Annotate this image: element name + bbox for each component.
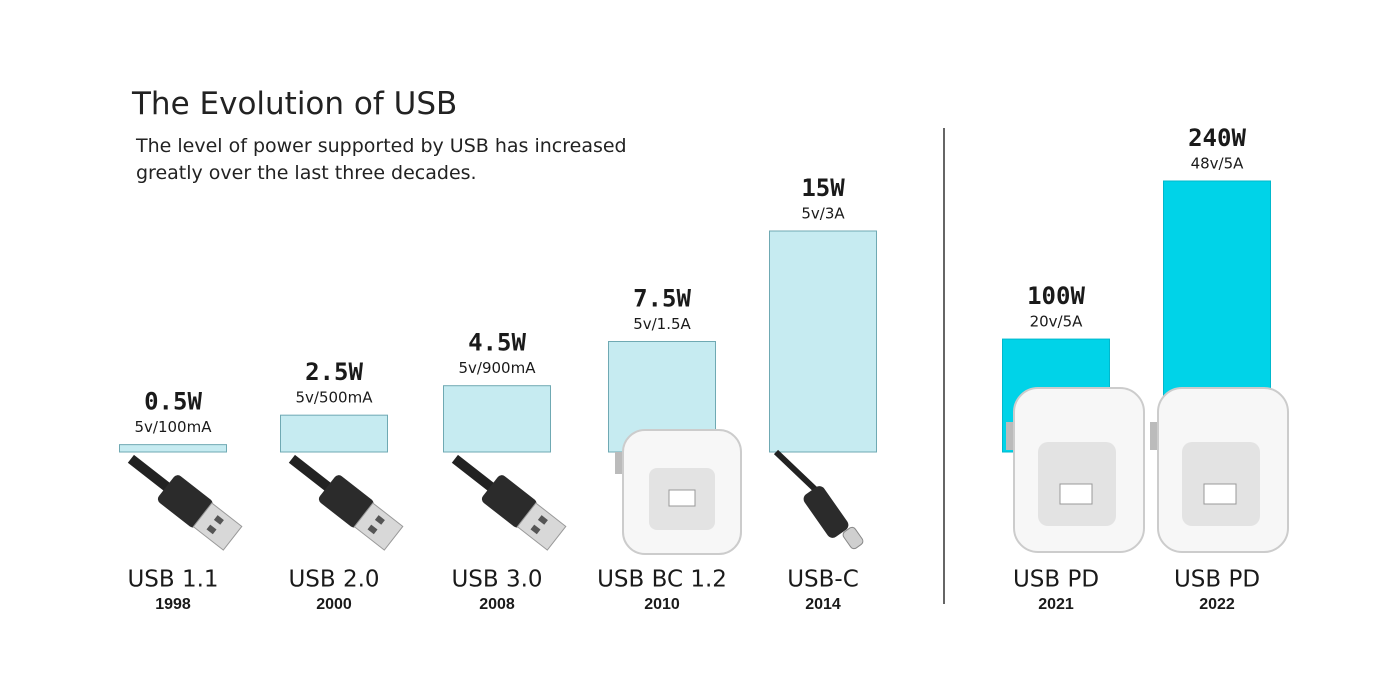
- value-label: 2.5W: [305, 358, 363, 386]
- spec-label: 20v/5A: [1030, 313, 1084, 331]
- usb-c-icon: [773, 449, 864, 550]
- charger-icon: [615, 429, 742, 555]
- usb-a-icon: [127, 454, 243, 551]
- bar: [280, 414, 388, 453]
- spec-label: 5v/900mA: [459, 359, 537, 377]
- value-label: 15W: [801, 174, 845, 202]
- year-label: 1998: [155, 596, 191, 613]
- year-label: 2008: [479, 596, 515, 613]
- category-label: USB 3.0: [451, 567, 542, 593]
- year-label: 2010: [644, 596, 680, 613]
- usb-a-icon: [451, 454, 567, 551]
- value-label: 0.5W: [144, 388, 202, 416]
- spec-label: 5v/500mA: [296, 389, 374, 407]
- value-label: 7.5W: [633, 285, 691, 313]
- charger-icon: [1006, 387, 1145, 553]
- spec-label: 5v/100mA: [135, 418, 213, 436]
- category-label: USB 1.1: [127, 567, 218, 593]
- charger-icon: [1150, 387, 1289, 553]
- spec-label: 48v/5A: [1191, 155, 1245, 173]
- year-label: 2021: [1038, 596, 1074, 613]
- category-label: USB 2.0: [288, 567, 379, 593]
- year-label: 2022: [1199, 596, 1235, 613]
- category-label: USB-C: [787, 567, 859, 593]
- chart-subtitle: The level of power supported by USB has …: [136, 135, 627, 184]
- icons: [127, 387, 1289, 555]
- year-label: 2000: [316, 596, 352, 613]
- category-label: USB BC 1.2: [597, 567, 727, 593]
- category-label: USB PD: [1174, 567, 1260, 593]
- usb-a-icon: [288, 454, 404, 551]
- chart-title: The Evolution of USB: [132, 86, 458, 122]
- labels: 0.5W 5v/100mA USB 1.1 1998 2.5W 5v/500mA USB 2…: [127, 124, 1260, 613]
- spec-label: 5v/1.5A: [633, 315, 691, 333]
- value-label: 240W: [1188, 124, 1246, 152]
- spec-label: 5v/3A: [801, 205, 845, 223]
- value-label: 4.5W: [468, 329, 526, 357]
- category-label: USB PD: [1013, 567, 1099, 593]
- bar: [769, 230, 877, 453]
- year-label: 2014: [805, 596, 841, 613]
- value-label: 100W: [1027, 282, 1085, 310]
- bar: [119, 444, 227, 453]
- bar: [443, 385, 551, 453]
